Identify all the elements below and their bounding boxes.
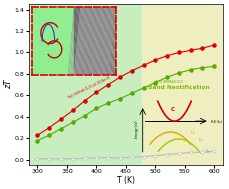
Bar [142, 4, 223, 165]
Point [177, 152, 181, 155]
Text: Te$_{0.988}$Sb$_{0.012}$: Te$_{0.988}$Sb$_{0.012}$ [154, 78, 185, 86]
Point [142, 64, 145, 67]
Point [95, 107, 98, 110]
Point [153, 81, 157, 84]
Point [189, 151, 193, 154]
X-axis label: T (K): T (K) [117, 176, 135, 185]
Point [83, 114, 86, 117]
Y-axis label: zT: zT [4, 80, 13, 89]
Point [201, 151, 204, 154]
Point [153, 59, 157, 62]
Point [59, 127, 63, 130]
Point [213, 43, 216, 46]
Text: Te: Te [204, 149, 209, 154]
Point [213, 150, 216, 153]
Point [83, 99, 86, 102]
Point [106, 156, 110, 159]
Point [95, 91, 98, 94]
Point [59, 157, 63, 160]
Point [201, 66, 204, 69]
Point [35, 134, 39, 137]
Point [95, 156, 98, 159]
Point [201, 47, 204, 50]
Point [189, 68, 193, 71]
Point [130, 156, 134, 159]
Point [177, 71, 181, 74]
Point [35, 139, 39, 142]
Text: Te$_{0.988}$Sb$_{0.012}$Cu$_{0.005}$Se$_{0.5}$: Te$_{0.988}$Sb$_{0.012}$Cu$_{0.005}$Se$_… [66, 73, 114, 102]
Point [130, 92, 134, 95]
Point [106, 101, 110, 105]
Point [118, 97, 122, 100]
Point [71, 109, 75, 112]
Point [142, 155, 145, 158]
Point [71, 121, 75, 124]
Point [189, 49, 193, 52]
Point [130, 69, 134, 72]
Text: Phonon Engineering: Phonon Engineering [35, 68, 102, 73]
Point [142, 86, 145, 89]
Point [118, 76, 122, 79]
Point [47, 157, 51, 160]
Point [177, 51, 181, 54]
Point [47, 126, 51, 129]
Point [165, 76, 169, 79]
Point [83, 157, 86, 160]
Point [118, 156, 122, 159]
Text: Band Nestification: Band Nestification [148, 85, 209, 90]
Point [165, 54, 169, 57]
Point [59, 118, 63, 121]
Point [153, 154, 157, 157]
Bar [29, 4, 142, 165]
Point [165, 153, 169, 156]
Point [71, 157, 75, 160]
Point [35, 157, 39, 160]
Point [213, 65, 216, 68]
Point [106, 83, 110, 86]
Point [47, 134, 51, 137]
